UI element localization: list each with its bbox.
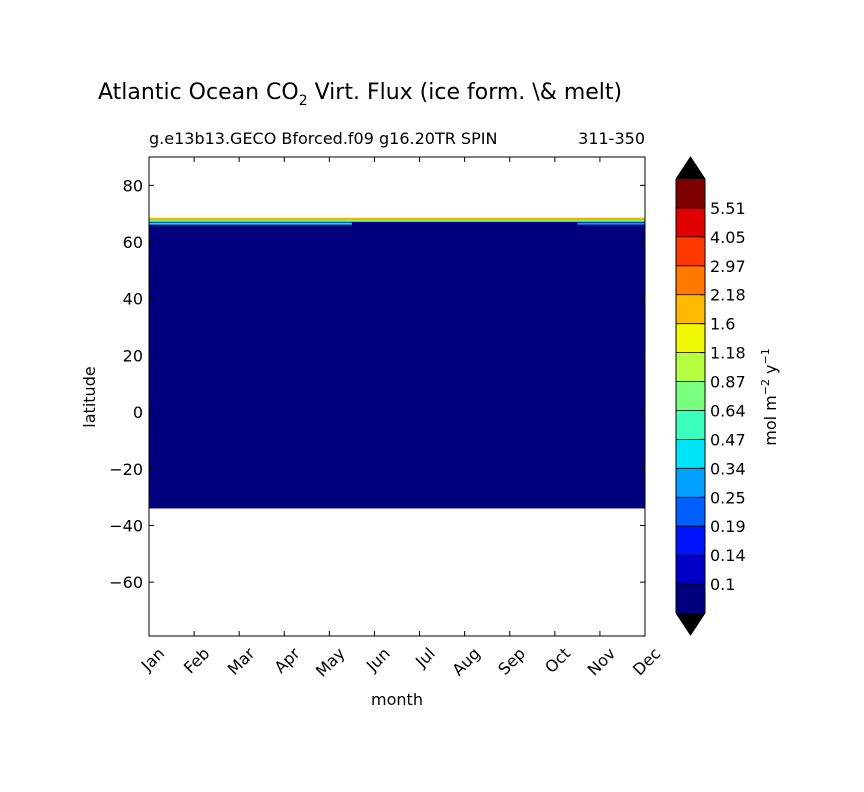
chart-subtitle-left: g.e13b13.GECO Bforced.f09 g16.20TR SPIN bbox=[149, 129, 497, 148]
data-feature-band bbox=[149, 219, 645, 222]
colorbar-segment bbox=[676, 584, 705, 613]
y-axis-label: latitude bbox=[80, 366, 99, 427]
colorbar-segment bbox=[676, 497, 705, 527]
x-axis-label: month bbox=[371, 690, 423, 709]
chart-subtitle-right: 311-350 bbox=[578, 129, 645, 148]
colorbar-tick-label: 0.87 bbox=[710, 373, 746, 392]
colorbar-tick-label: 0.14 bbox=[710, 546, 746, 565]
colorbar-segment bbox=[676, 323, 705, 353]
colorbar-tick-label: 4.05 bbox=[710, 228, 746, 247]
data-field bbox=[149, 217, 645, 509]
x-tick-label: Sep bbox=[494, 644, 529, 679]
colorbar-segment bbox=[676, 468, 705, 498]
y-tick-label: 0 bbox=[133, 403, 143, 422]
y-tick-label: −60 bbox=[109, 573, 143, 592]
x-tick-label: Oct bbox=[541, 644, 574, 677]
colorbar-segment bbox=[676, 439, 705, 469]
data-feature-band bbox=[577, 222, 645, 225]
colorbar-label: mol m−2 y−1 bbox=[759, 348, 780, 446]
colorbar-over-triangle bbox=[676, 157, 705, 179]
colorbar-outline bbox=[675, 156, 706, 636]
colorbar-tick-label: 5.51 bbox=[710, 199, 746, 218]
colorbar-tick-label: 1.6 bbox=[710, 315, 735, 334]
y-tick-label: −20 bbox=[109, 460, 143, 479]
colorbar-segment bbox=[676, 410, 705, 440]
colorbar-tick-label: 0.34 bbox=[710, 459, 746, 478]
colorbar-segment bbox=[676, 526, 705, 556]
x-tick-label: Dec bbox=[629, 644, 664, 679]
colorbar-segment bbox=[676, 381, 705, 411]
axes-frame bbox=[148, 156, 646, 637]
colorbar-tick-label: 0.25 bbox=[710, 488, 746, 507]
colorbar-tick-label: 0.64 bbox=[710, 401, 746, 420]
x-tick-label: Feb bbox=[180, 644, 213, 677]
x-tick-label: May bbox=[312, 644, 349, 681]
x-tick-label: Jun bbox=[362, 644, 394, 676]
colorbar-tick-label: 0.19 bbox=[710, 517, 746, 536]
y-tick-label: −40 bbox=[109, 516, 143, 535]
plot-area bbox=[149, 217, 645, 509]
colorbar-segment bbox=[676, 352, 705, 382]
colorbar-under-triangle bbox=[676, 613, 705, 635]
data-feature-band bbox=[149, 217, 645, 220]
x-tick-label: Nov bbox=[584, 644, 620, 680]
x-tick-label: Jul bbox=[411, 644, 439, 672]
chart-title: Atlantic Ocean CO2 Virt. Flux (ice form.… bbox=[98, 80, 622, 109]
y-tick-label: 60 bbox=[123, 233, 143, 252]
y-tick-label: 40 bbox=[123, 290, 143, 309]
colorbar-segment bbox=[676, 236, 705, 266]
y-tick-label: 20 bbox=[123, 346, 143, 365]
colorbar-segment bbox=[676, 294, 705, 324]
colorbar-tick-label: 2.18 bbox=[710, 286, 746, 305]
colorbar: 0.1 0.14 0.19 0.25 0.34 0.47 0.64 0.87 1.18 1.6 2.… bbox=[675, 156, 746, 636]
y-axis: 80 60 40 20 0 −20 −40 −60 bbox=[109, 176, 645, 592]
colorbar-segment bbox=[676, 179, 705, 208]
x-tick-label: Jan bbox=[137, 644, 169, 676]
colorbar-tick-label: 1.18 bbox=[710, 344, 746, 363]
colorbar-tick-label: 0.47 bbox=[710, 430, 746, 449]
x-tick-label: Mar bbox=[224, 644, 259, 679]
y-tick-label: 80 bbox=[123, 176, 143, 195]
x-tick-label: Aug bbox=[448, 644, 484, 680]
colorbar-tick-label: 2.97 bbox=[710, 257, 746, 276]
colorbar-segment bbox=[676, 265, 705, 295]
colorbar-tick-label: 0.1 bbox=[710, 575, 735, 594]
data-feature-band bbox=[149, 222, 352, 225]
colorbar-segment bbox=[676, 555, 705, 585]
colorbar-segment bbox=[676, 207, 705, 237]
x-tick-label: Apr bbox=[271, 644, 304, 677]
